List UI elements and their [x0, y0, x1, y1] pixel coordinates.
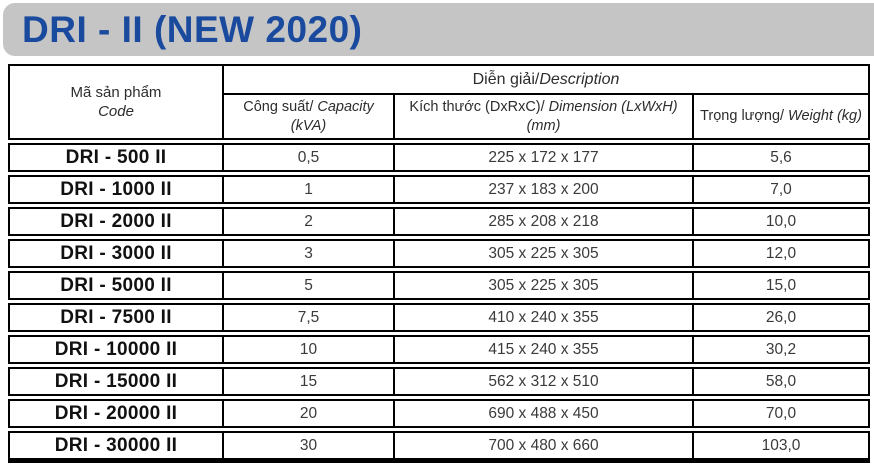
- cell-code: DRI - 15000 II: [10, 369, 224, 394]
- cell-code: DRI - 10000 II: [10, 337, 224, 362]
- cell-code: DRI - 20000 II: [10, 401, 224, 426]
- table-row: DRI - 10000 II 10 415 x 240 x 355 30,2: [8, 335, 870, 364]
- cell-code: DRI - 5000 II: [10, 273, 224, 298]
- cell-weight: 103,0: [761, 436, 801, 454]
- spec-table: Mã sản phẩm Code Diễn giải/Description C…: [8, 64, 870, 463]
- cell-capacity: 3: [224, 241, 395, 266]
- header-capacity: Công suất/Capacity (kVA): [224, 95, 395, 138]
- cell-dimension: 410 x 240 x 355: [395, 305, 694, 330]
- header-code-vi: Mã sản phẩm: [70, 83, 162, 101]
- cell-code: DRI - 3000 II: [10, 241, 224, 266]
- header-description-en: Description: [539, 70, 620, 88]
- cell-code: DRI - 7500 II: [10, 305, 224, 330]
- cell-capacity: 10: [224, 337, 395, 362]
- cell-weight: 10,0: [765, 212, 797, 230]
- cell-dimension: 690 x 488 x 450: [395, 401, 694, 426]
- cell-weight: 58,0: [765, 372, 797, 390]
- header-description: Diễn giải/Description: [224, 66, 868, 95]
- page-title: DRI - II (NEW 2020): [22, 8, 363, 50]
- header-description-group: Diễn giải/Description Công suất/Capacity…: [224, 66, 868, 138]
- cell-dimension: 225 x 172 x 177: [395, 145, 694, 170]
- cell-code: DRI - 500 II: [10, 145, 224, 170]
- cell-capacity: 7,5: [224, 305, 395, 330]
- header-capacity-label: Công suất/Capacity: [243, 99, 374, 116]
- cell-weight: 70,0: [765, 404, 797, 422]
- table-row: DRI - 2000 II 2 285 x 208 x 218 10,0: [8, 207, 870, 236]
- table-row: DRI - 30000 II 30 700 x 480 x 660 103,0: [8, 431, 870, 463]
- cell-dimension: 700 x 480 x 660: [395, 433, 694, 458]
- cell-dimension: 305 x 225 x 305: [395, 241, 694, 266]
- header-subrow: Công suất/Capacity (kVA) Kích thước (DxR…: [224, 95, 868, 138]
- header-code: Mã sản phẩm Code: [10, 66, 224, 138]
- cell-weight: 5,6: [770, 148, 792, 166]
- header-description-vi: Diễn giải/: [472, 70, 540, 88]
- cell-weight: 12,0: [765, 244, 797, 262]
- cell-capacity: 5: [224, 273, 395, 298]
- table-body: DRI - 500 II 0,5 225 x 172 x 177 5,6 DRI…: [8, 143, 870, 463]
- cell-capacity: 15: [224, 369, 395, 394]
- table-header: Mã sản phẩm Code Diễn giải/Description C…: [8, 64, 870, 140]
- table-row: DRI - 500 II 0,5 225 x 172 x 177 5,6: [8, 143, 870, 172]
- cell-dimension: 285 x 208 x 218: [395, 209, 694, 234]
- cell-capacity: 20: [224, 401, 395, 426]
- table-row: DRI - 20000 II 20 690 x 488 x 450 70,0: [8, 399, 870, 428]
- header-dimension-unit: (mm): [526, 117, 561, 134]
- cell-weight: 15,0: [765, 276, 797, 294]
- table-row: DRI - 7500 II 7,5 410 x 240 x 355 26,0: [8, 303, 870, 332]
- cell-capacity: 1: [224, 177, 395, 202]
- header-dimension-label: Kích thước (DxRxC)/Dimension (LxWxH): [409, 99, 678, 116]
- cell-weight: 26,0: [765, 308, 797, 326]
- cell-dimension: 562 x 312 x 510: [395, 369, 694, 394]
- cell-capacity: 0,5: [224, 145, 395, 170]
- title-banner: DRI - II (NEW 2020): [3, 3, 874, 56]
- table-row: DRI - 15000 II 15 562 x 312 x 510 58,0: [8, 367, 870, 396]
- header-code-en: Code: [98, 103, 134, 120]
- header-weight-label: Trọng lượng/Weight (kg): [700, 108, 862, 125]
- cell-capacity: 30: [224, 433, 395, 458]
- cell-code: DRI - 1000 II: [10, 177, 224, 202]
- cell-dimension: 305 x 225 x 305: [395, 273, 694, 298]
- cell-dimension: 415 x 240 x 355: [395, 337, 694, 362]
- cell-code: DRI - 2000 II: [10, 209, 224, 234]
- table-row: DRI - 5000 II 5 305 x 225 x 305 15,0: [8, 271, 870, 300]
- cell-weight: 7,0: [770, 180, 792, 198]
- cell-dimension: 237 x 183 x 200: [395, 177, 694, 202]
- header-dimension: Kích thước (DxRxC)/Dimension (LxWxH) (mm…: [395, 95, 694, 138]
- cell-weight: 30,2: [765, 340, 797, 358]
- cell-capacity: 2: [224, 209, 395, 234]
- header-weight: Trọng lượng/Weight (kg): [694, 95, 868, 138]
- header-capacity-unit: (kVA): [290, 117, 327, 134]
- table-row: DRI - 3000 II 3 305 x 225 x 305 12,0: [8, 239, 870, 268]
- table-row: DRI - 1000 II 1 237 x 183 x 200 7,0: [8, 175, 870, 204]
- cell-code: DRI - 30000 II: [10, 433, 224, 458]
